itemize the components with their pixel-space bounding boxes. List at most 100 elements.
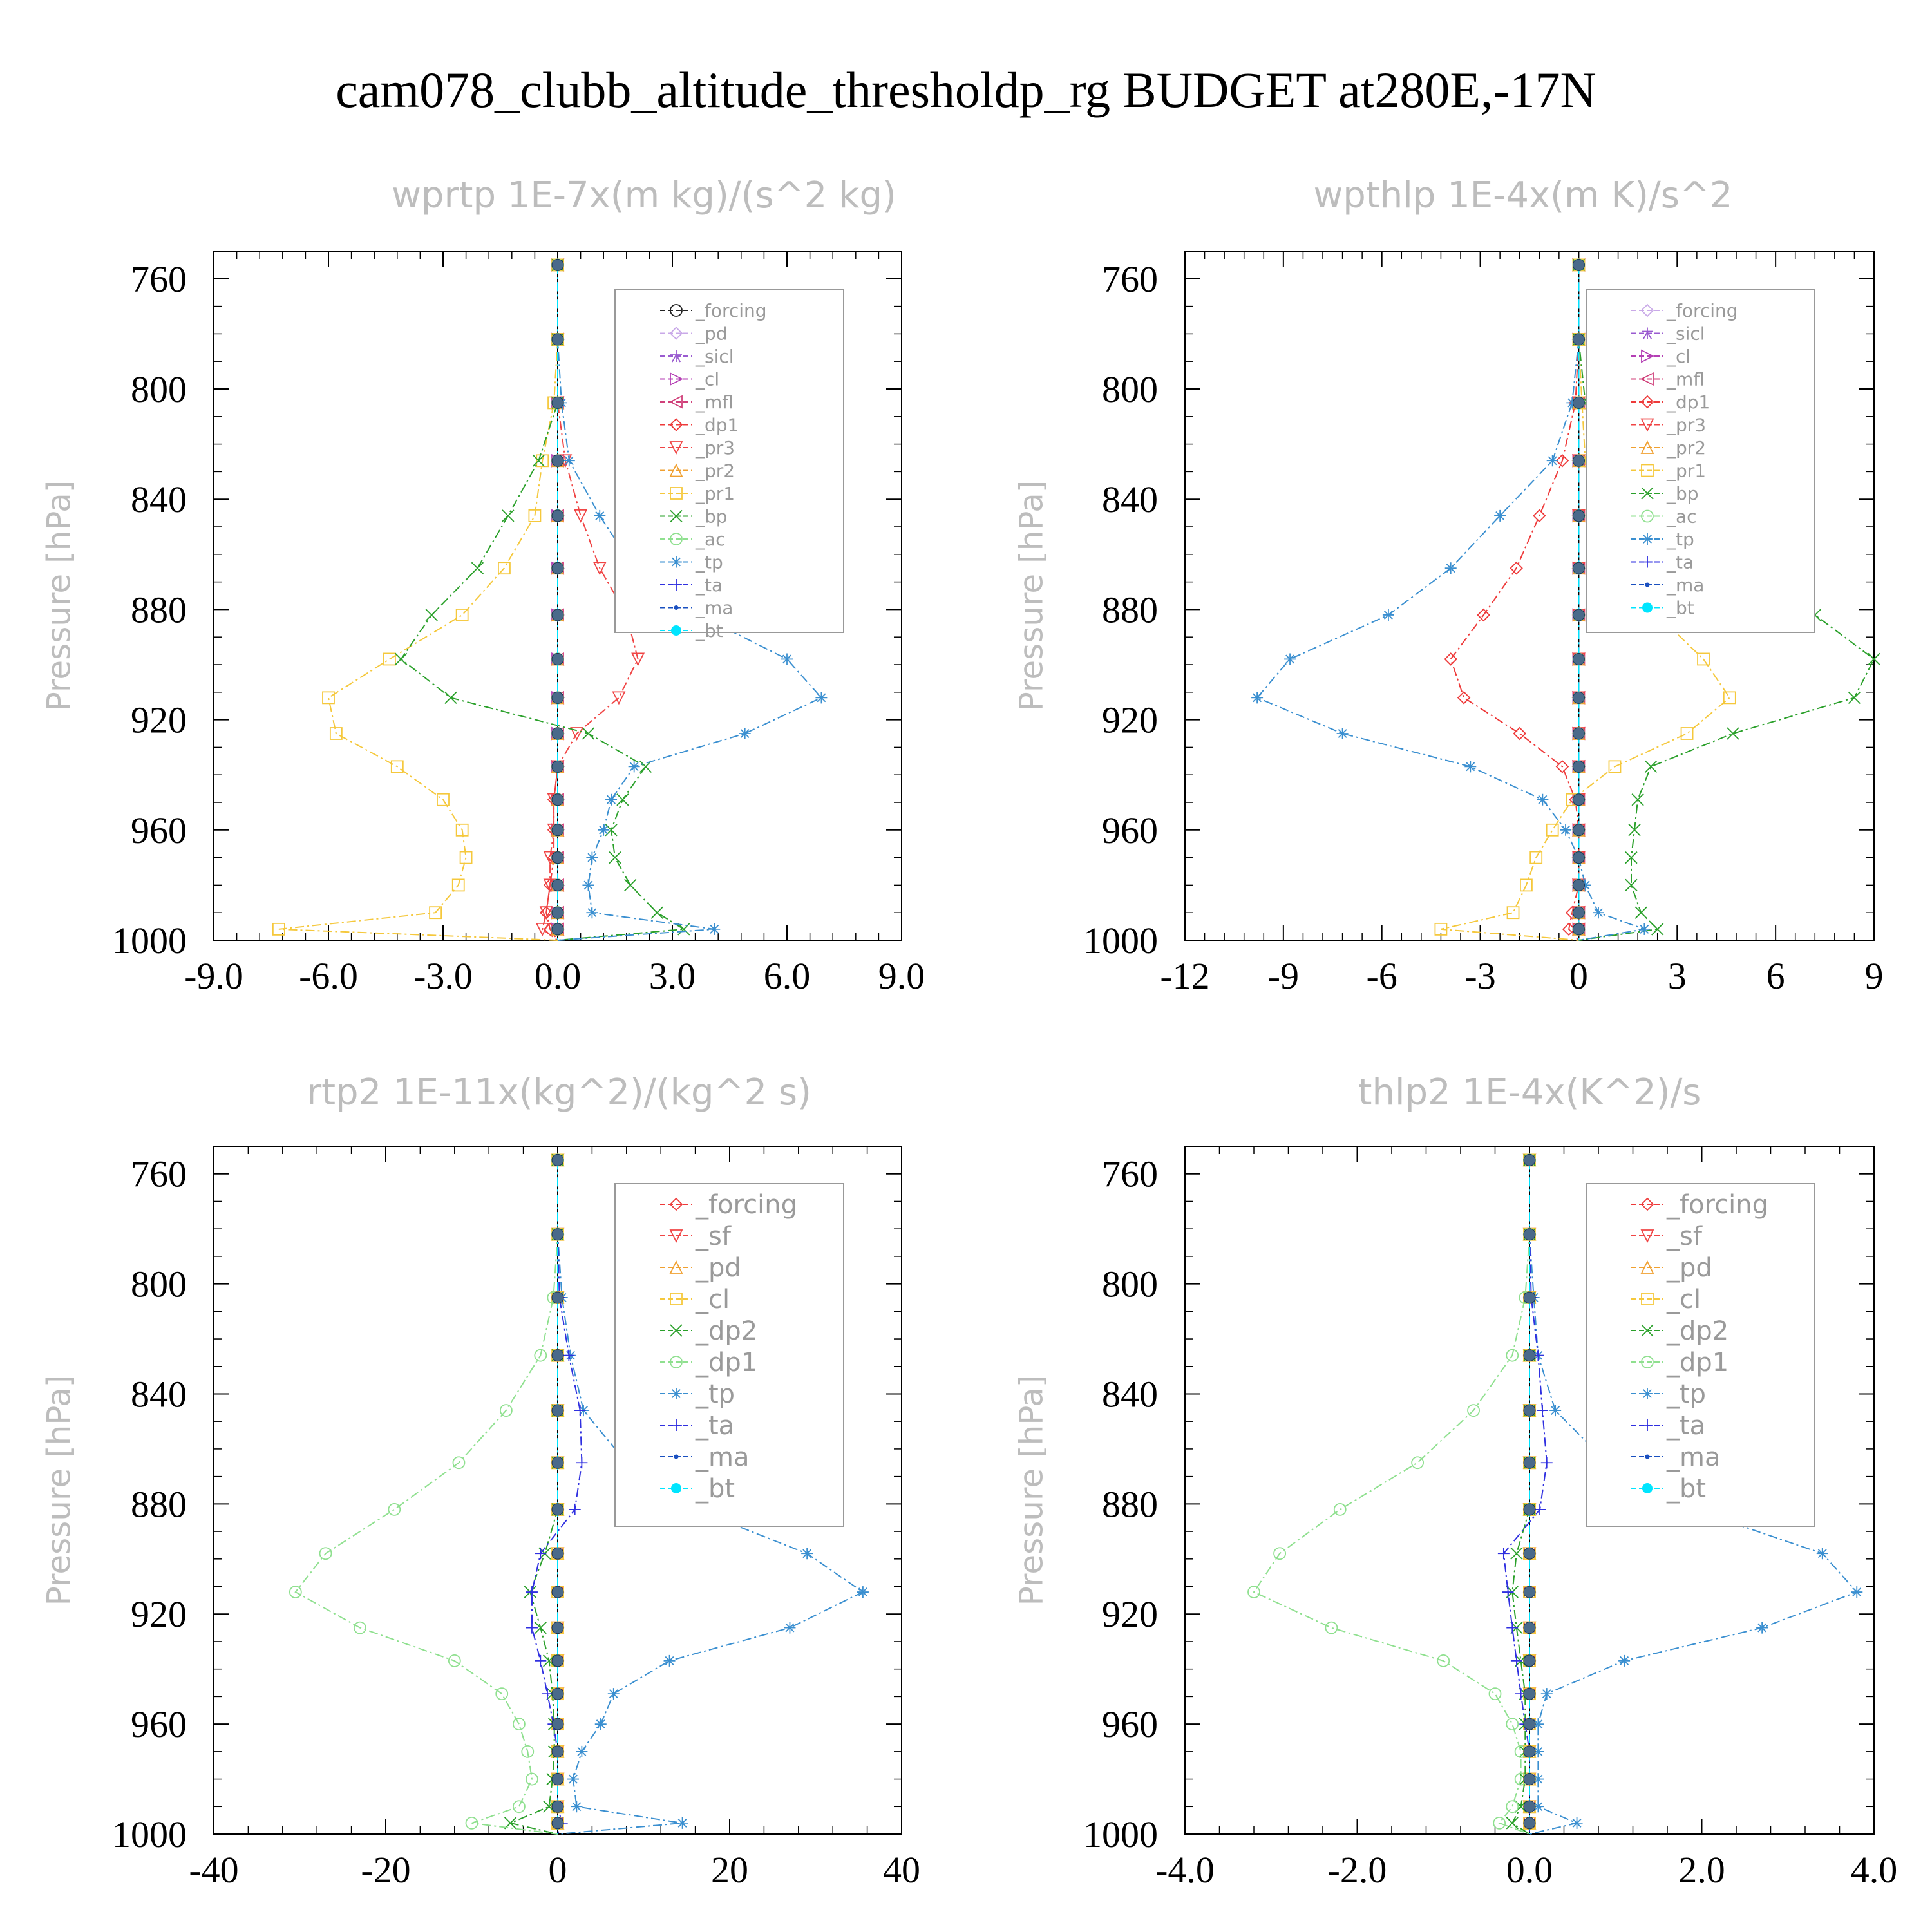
data-point-tp bbox=[1532, 1773, 1544, 1785]
legend-label: _bt bbox=[695, 620, 723, 641]
data-point-tp bbox=[1638, 923, 1651, 935]
legend-label: _bt bbox=[1666, 597, 1694, 618]
data-point-ta bbox=[526, 1622, 538, 1634]
legend-marker bbox=[1641, 464, 1654, 477]
data-point-tp bbox=[676, 1817, 688, 1829]
bt-point bbox=[551, 609, 564, 621]
data-point-bp bbox=[677, 923, 690, 936]
data-point-tp bbox=[1549, 1405, 1562, 1417]
y-tick-label: 760 bbox=[1102, 1153, 1158, 1195]
x-tick-label: 0.0 bbox=[1506, 1849, 1553, 1891]
data-point-tp bbox=[739, 728, 751, 739]
data-point-tp bbox=[1579, 879, 1591, 891]
y-tick-label: 800 bbox=[1102, 368, 1158, 410]
legend-label: _pr1 bbox=[1666, 460, 1706, 481]
series-line-tp bbox=[557, 265, 823, 941]
data-point-pr1 bbox=[1434, 922, 1448, 936]
y-tick-label: 840 bbox=[1102, 1373, 1158, 1415]
legend-label: _cl bbox=[695, 368, 719, 390]
bt-point bbox=[1572, 562, 1585, 574]
legend-marker bbox=[1645, 582, 1650, 587]
series-line-dp1 bbox=[545, 265, 558, 941]
y-tick-label: 1000 bbox=[1083, 920, 1158, 961]
bt-point bbox=[1572, 851, 1585, 864]
bt-point bbox=[551, 1687, 564, 1700]
legend-marker bbox=[670, 556, 682, 568]
legend-label: _dp1 bbox=[695, 414, 739, 435]
legend-marker bbox=[670, 533, 683, 545]
legend-label: _ma bbox=[1666, 574, 1704, 596]
data-point-pr1 bbox=[429, 906, 442, 920]
data-point-bp bbox=[471, 562, 484, 574]
data-point-tp bbox=[1537, 793, 1549, 806]
legend-marker bbox=[1641, 1293, 1654, 1305]
chart-title: rtp2 1E-11x(kg^2)/(kg^2 s) bbox=[307, 1072, 811, 1113]
data-point-tp bbox=[1816, 1548, 1828, 1560]
data-point-pr1 bbox=[329, 727, 343, 740]
data-point-bp bbox=[1644, 760, 1658, 773]
data-point-pr1 bbox=[437, 793, 450, 806]
bt-point bbox=[551, 1404, 564, 1417]
legend-label: _ma bbox=[1666, 1443, 1720, 1472]
data-point-bp bbox=[650, 906, 663, 919]
legend-label: _pr3 bbox=[695, 437, 735, 459]
data-point-pr3 bbox=[570, 727, 584, 741]
data-point-ta bbox=[1497, 1548, 1510, 1560]
y-tick-label: 960 bbox=[131, 810, 187, 851]
data-point-bp bbox=[395, 652, 408, 666]
data-point-bp bbox=[609, 851, 621, 864]
data-point-pr1 bbox=[1506, 906, 1520, 920]
bt-point bbox=[551, 1547, 564, 1560]
data-point-ta bbox=[1540, 1457, 1553, 1469]
x-tick-label: 6.0 bbox=[764, 955, 811, 997]
x-tick-label: 9 bbox=[1865, 955, 1884, 997]
legend-label: _pd bbox=[695, 1253, 741, 1283]
series-line-bp bbox=[400, 265, 686, 941]
legend-marker bbox=[670, 372, 684, 386]
data-point-tp bbox=[1532, 1801, 1544, 1813]
y-tick-label: 760 bbox=[131, 258, 187, 300]
data-point-bp bbox=[532, 454, 545, 467]
legend-marker bbox=[1640, 1197, 1654, 1211]
y-tick-label: 920 bbox=[1102, 699, 1158, 741]
data-point-tp bbox=[571, 1801, 583, 1813]
data-point-tp bbox=[1251, 692, 1264, 704]
data-point-bp bbox=[502, 509, 515, 522]
data-point-pr1 bbox=[322, 691, 335, 705]
data-point-bp bbox=[1625, 851, 1638, 864]
series-line-pr1 bbox=[278, 265, 558, 941]
y-tick-label: 840 bbox=[1102, 478, 1158, 520]
x-tick-label: 20 bbox=[711, 1849, 748, 1891]
bt-point bbox=[551, 923, 564, 936]
y-tick-label: 1000 bbox=[112, 920, 187, 961]
bt-point bbox=[1523, 1349, 1536, 1362]
data-point-ac bbox=[289, 1586, 302, 1598]
legend-label: _pr1 bbox=[695, 483, 735, 504]
bt-point bbox=[1523, 1800, 1536, 1813]
bt-point bbox=[551, 396, 564, 409]
data-point-bp bbox=[1848, 691, 1861, 704]
series-line-tp bbox=[1256, 265, 1647, 941]
legend-label: _bp bbox=[695, 506, 728, 527]
legend-label: _sf bbox=[695, 1222, 732, 1251]
bt-point bbox=[1523, 1586, 1536, 1598]
bt-point bbox=[551, 691, 564, 704]
legend-marker bbox=[669, 1260, 683, 1274]
legend-label: _dp1 bbox=[695, 1348, 757, 1378]
y-tick-label: 760 bbox=[131, 1153, 187, 1195]
data-point-dp2 bbox=[1506, 1817, 1519, 1830]
data-point-pr3 bbox=[592, 562, 607, 576]
data-point-ac bbox=[465, 1817, 478, 1830]
x-tick-label: -40 bbox=[189, 1849, 238, 1891]
x-tick-label: 40 bbox=[883, 1849, 920, 1891]
legend-label: _mfl bbox=[695, 392, 734, 413]
data-point-dp1 bbox=[1510, 561, 1523, 575]
data-point-tp bbox=[815, 692, 828, 704]
legend-label: _forcing bbox=[695, 300, 767, 321]
legend-marker bbox=[669, 418, 683, 431]
bt-point bbox=[1572, 727, 1585, 740]
data-point-pr1 bbox=[1680, 727, 1694, 740]
legend-label: _ta bbox=[695, 574, 723, 596]
legend-marker bbox=[670, 579, 682, 591]
